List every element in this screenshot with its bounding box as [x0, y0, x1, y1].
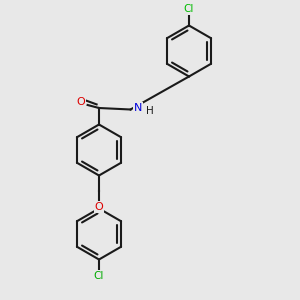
Text: H: H [146, 106, 154, 116]
Text: O: O [94, 202, 103, 212]
Text: Cl: Cl [94, 271, 104, 281]
Text: N: N [134, 103, 142, 113]
Text: O: O [76, 97, 85, 107]
Text: Cl: Cl [184, 4, 194, 14]
